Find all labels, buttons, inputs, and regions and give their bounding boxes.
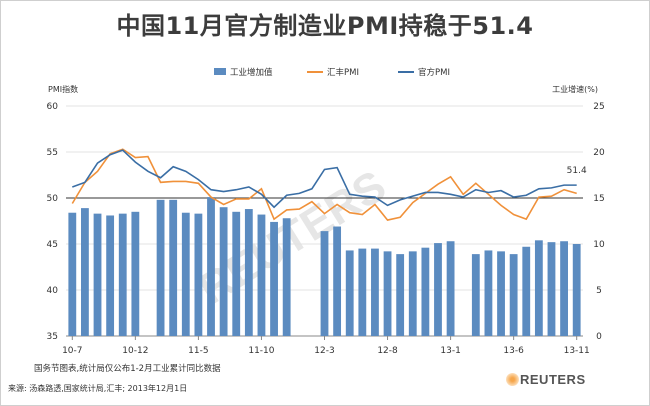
x-tick-label: 12-8 xyxy=(377,346,398,356)
bar-industrial-output xyxy=(547,242,556,336)
y-tick-left: 40 xyxy=(47,286,59,296)
bar-industrial-output xyxy=(156,199,165,336)
bar-industrial-output xyxy=(118,213,127,336)
bar-industrial-output xyxy=(81,208,89,336)
bar-industrial-output xyxy=(371,248,379,336)
bar-industrial-output xyxy=(471,254,480,336)
chart-title: 中国11月官方制造业PMI持稳于51.4 xyxy=(116,12,534,40)
bar-industrial-output xyxy=(572,244,581,336)
y-tick-right: 15 xyxy=(593,194,604,204)
bar-industrial-output xyxy=(169,199,178,336)
y-tick-left: 45 xyxy=(47,240,58,250)
bar-industrial-output xyxy=(181,212,190,336)
bar-industrial-output xyxy=(207,197,215,336)
bar-industrial-output xyxy=(320,231,329,336)
bar-industrial-output xyxy=(358,248,367,336)
line-official-pmi xyxy=(72,149,577,209)
x-tick-label: 12-3 xyxy=(314,346,334,356)
y-tick-left: 35 xyxy=(47,332,58,342)
chart-source: 来源: 汤森路透,国家统计局,汇丰; 2013年12月1日 xyxy=(8,384,188,393)
y-tick-right: 0 xyxy=(596,332,602,342)
bar-industrial-output xyxy=(396,254,405,336)
bar-industrial-output xyxy=(434,243,442,336)
legend-industrial-output-label: 工业增加值 xyxy=(230,67,273,78)
y-tick-right: 5 xyxy=(596,286,602,296)
x-tick-label: 13-11 xyxy=(564,346,590,356)
bar-industrial-output xyxy=(232,211,241,336)
bar-industrial-output xyxy=(106,215,115,336)
x-tick-label: 13-1 xyxy=(440,346,460,356)
y-axis-label-right: 工业增速(%) xyxy=(552,84,598,94)
bar-industrial-output xyxy=(534,240,543,336)
bar-industrial-output xyxy=(446,241,455,336)
bar-industrial-output xyxy=(522,246,531,336)
bar-industrial-output xyxy=(333,226,342,336)
chart-note: 国务节图表,统计局仅公布1-2月工业累计同比数据 xyxy=(34,364,221,374)
bar-industrial-output xyxy=(270,221,278,336)
bar-industrial-output xyxy=(257,214,266,336)
x-tick-label: 11-10 xyxy=(248,346,274,356)
y-tick-right: 25 xyxy=(593,102,604,112)
bar-industrial-output xyxy=(560,241,568,336)
y-tick-left: 50 xyxy=(47,194,59,204)
x-tick-label: 10-7 xyxy=(62,346,82,356)
y-tick-right: 20 xyxy=(593,148,605,158)
bar-industrial-output xyxy=(345,250,354,336)
reuters-brand: REUTERS xyxy=(520,372,586,387)
x-tick-label: 11-5 xyxy=(188,346,208,356)
bar-industrial-output xyxy=(383,251,392,336)
bar-industrial-output xyxy=(93,213,102,336)
bar-industrial-output xyxy=(421,247,430,336)
bar-industrial-output xyxy=(194,213,203,336)
y-tick-left: 55 xyxy=(47,148,58,158)
y-tick-right: 10 xyxy=(593,240,605,250)
legend-official-pmi-label: 官方PMI xyxy=(418,67,450,78)
x-tick-label: 13-6 xyxy=(503,346,524,356)
bar-industrial-output xyxy=(219,207,228,336)
bar-industrial-output xyxy=(282,218,291,336)
legend-industrial-output-swatch xyxy=(214,68,226,75)
reuters-logo-icon xyxy=(506,373,519,386)
line-hsbc-pmi xyxy=(71,148,577,221)
legend-hsbc-pmi-label: 汇丰PMI xyxy=(327,67,359,78)
bar-industrial-output xyxy=(68,212,77,336)
bar-industrial-output xyxy=(131,211,140,336)
bar-industrial-output xyxy=(244,209,253,336)
bar-industrial-output xyxy=(509,254,518,336)
bar-industrial-output xyxy=(497,251,505,336)
bar-industrial-output xyxy=(484,250,493,336)
bar-industrial-output xyxy=(408,251,417,336)
end-value-label: 51.4 xyxy=(567,166,587,176)
x-tick-label: 10-12 xyxy=(122,346,148,356)
y-tick-left: 60 xyxy=(47,102,59,112)
y-axis-label-left: PMI指数 xyxy=(48,84,78,94)
